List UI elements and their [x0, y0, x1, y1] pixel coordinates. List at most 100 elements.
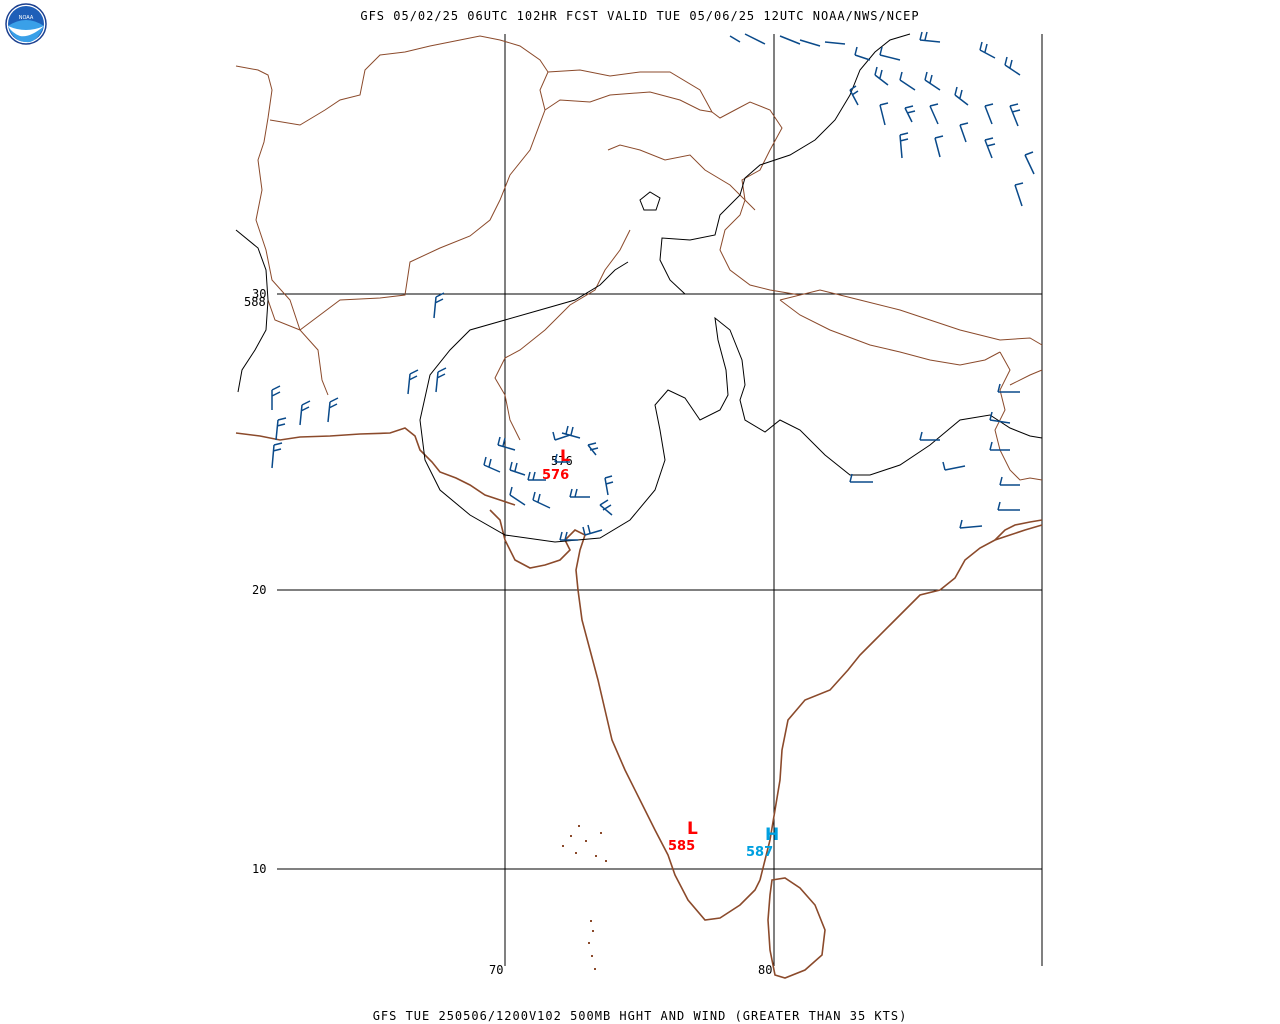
wind-barb	[954, 86, 969, 106]
wind-barb	[527, 471, 546, 481]
contour-588-west	[235, 229, 269, 393]
wind-barb	[934, 135, 944, 158]
wind-barb	[497, 436, 516, 451]
border-tajikistan	[544, 91, 713, 113]
lon-label-70: 70	[489, 963, 503, 977]
wind-barb	[854, 46, 901, 61]
wind-barb	[271, 442, 283, 469]
wind-barb	[554, 453, 570, 463]
coast-gujarat	[489, 509, 586, 591]
coast-sri-lanka	[767, 877, 826, 979]
wind-barb	[997, 383, 1020, 393]
map-title: GFS 05/02/25 06UTC 102HR FCST VALID TUE …	[360, 9, 920, 23]
wind-barb	[959, 519, 983, 529]
wind-barb	[874, 66, 889, 86]
coast-bangladesh	[994, 519, 1043, 541]
lat-label-10: 10	[252, 862, 266, 876]
wind-barb	[984, 103, 994, 125]
wind-barb	[1004, 56, 1021, 76]
wind-barb	[924, 71, 941, 91]
lat-label-30: 30	[252, 287, 266, 301]
lat-label-20: 20	[252, 583, 266, 597]
wind-barb	[509, 461, 526, 476]
wind-barb	[997, 501, 1020, 511]
wind-barb	[989, 441, 1010, 451]
wind-barb	[904, 105, 916, 123]
wind-barb	[984, 137, 996, 159]
high-symbol: H	[765, 825, 779, 845]
border-kashmir	[711, 101, 783, 211]
border-pak-india-south	[494, 229, 631, 441]
wind-barb	[942, 461, 966, 471]
coast-west-india	[577, 589, 761, 921]
height-contours	[235, 33, 1043, 543]
map-caption: GFS TUE 250506/1200V102 500MB HGHT AND W…	[372, 1009, 908, 1023]
wind-barb	[999, 476, 1020, 486]
lat-lon-grid	[277, 34, 1043, 966]
border-nepal-north	[779, 289, 1043, 346]
wind-barb	[599, 499, 613, 516]
noaa-logo-icon: NOAA	[5, 3, 47, 45]
wind-barb	[552, 431, 571, 441]
wind-barb	[729, 33, 766, 45]
border-iran-afghanistan	[235, 65, 329, 396]
wind-barb	[582, 524, 603, 536]
low-symbol-north: L	[560, 446, 570, 465]
wind-barb	[604, 475, 614, 496]
wind-barb	[1009, 103, 1021, 127]
border-myanmar	[1009, 369, 1043, 386]
wind-barb	[849, 85, 859, 106]
wind-barb	[435, 367, 447, 393]
wind-barb	[959, 122, 969, 143]
wind-barb	[407, 369, 419, 395]
wind-barb	[929, 103, 939, 125]
political-borders	[235, 35, 1043, 481]
contour-small-loop	[639, 191, 661, 211]
wind-barb	[569, 488, 590, 498]
border-north-afghanistan	[269, 35, 549, 126]
border-pakistan-iran	[267, 299, 301, 331]
low-value-south: 585	[668, 839, 695, 854]
wind-barb	[989, 411, 1011, 424]
wind-barb	[559, 531, 578, 541]
noaa-logo-text: NOAA	[19, 15, 34, 21]
wind-barb	[271, 385, 281, 410]
wind-barb	[433, 292, 445, 319]
wind-barb	[899, 71, 916, 91]
lon-label-80: 80	[758, 963, 772, 977]
wind-barb	[275, 417, 287, 441]
border-nepal	[779, 299, 1001, 366]
wind-barb	[1014, 182, 1024, 207]
coast-east-india	[759, 524, 1043, 881]
border-afghanistan-pakistan	[299, 69, 713, 331]
wind-barb	[299, 400, 311, 426]
wind-barb	[849, 473, 873, 483]
coastline	[235, 427, 1043, 979]
wind-barbs	[271, 31, 1035, 541]
coast-arabian-sea-north	[235, 427, 516, 506]
wind-barb	[979, 41, 996, 59]
wind-barb	[532, 491, 551, 509]
contour-576-loop	[419, 316, 1043, 543]
wind-barb	[879, 102, 889, 126]
wind-barb	[899, 132, 909, 159]
wind-barb	[483, 456, 501, 473]
wind-barb	[779, 35, 846, 47]
high-value: 587	[746, 845, 773, 860]
wind-barb	[587, 442, 599, 456]
contour-label-588: 588	[244, 295, 266, 309]
low-symbol-south: L	[687, 819, 698, 839]
wind-barb	[561, 425, 581, 439]
wind-barb	[1024, 151, 1035, 175]
border-bhutan-bangladesh	[994, 351, 1043, 481]
contour-576-top	[504, 261, 629, 321]
contour-north	[659, 33, 911, 295]
wind-barb	[919, 31, 941, 43]
wind-barb	[509, 486, 526, 506]
wind-barb	[919, 431, 940, 441]
border-pakistan-india	[607, 144, 801, 296]
wind-barb	[327, 397, 339, 423]
islands	[562, 825, 607, 970]
low-value-north: 576	[542, 468, 569, 483]
